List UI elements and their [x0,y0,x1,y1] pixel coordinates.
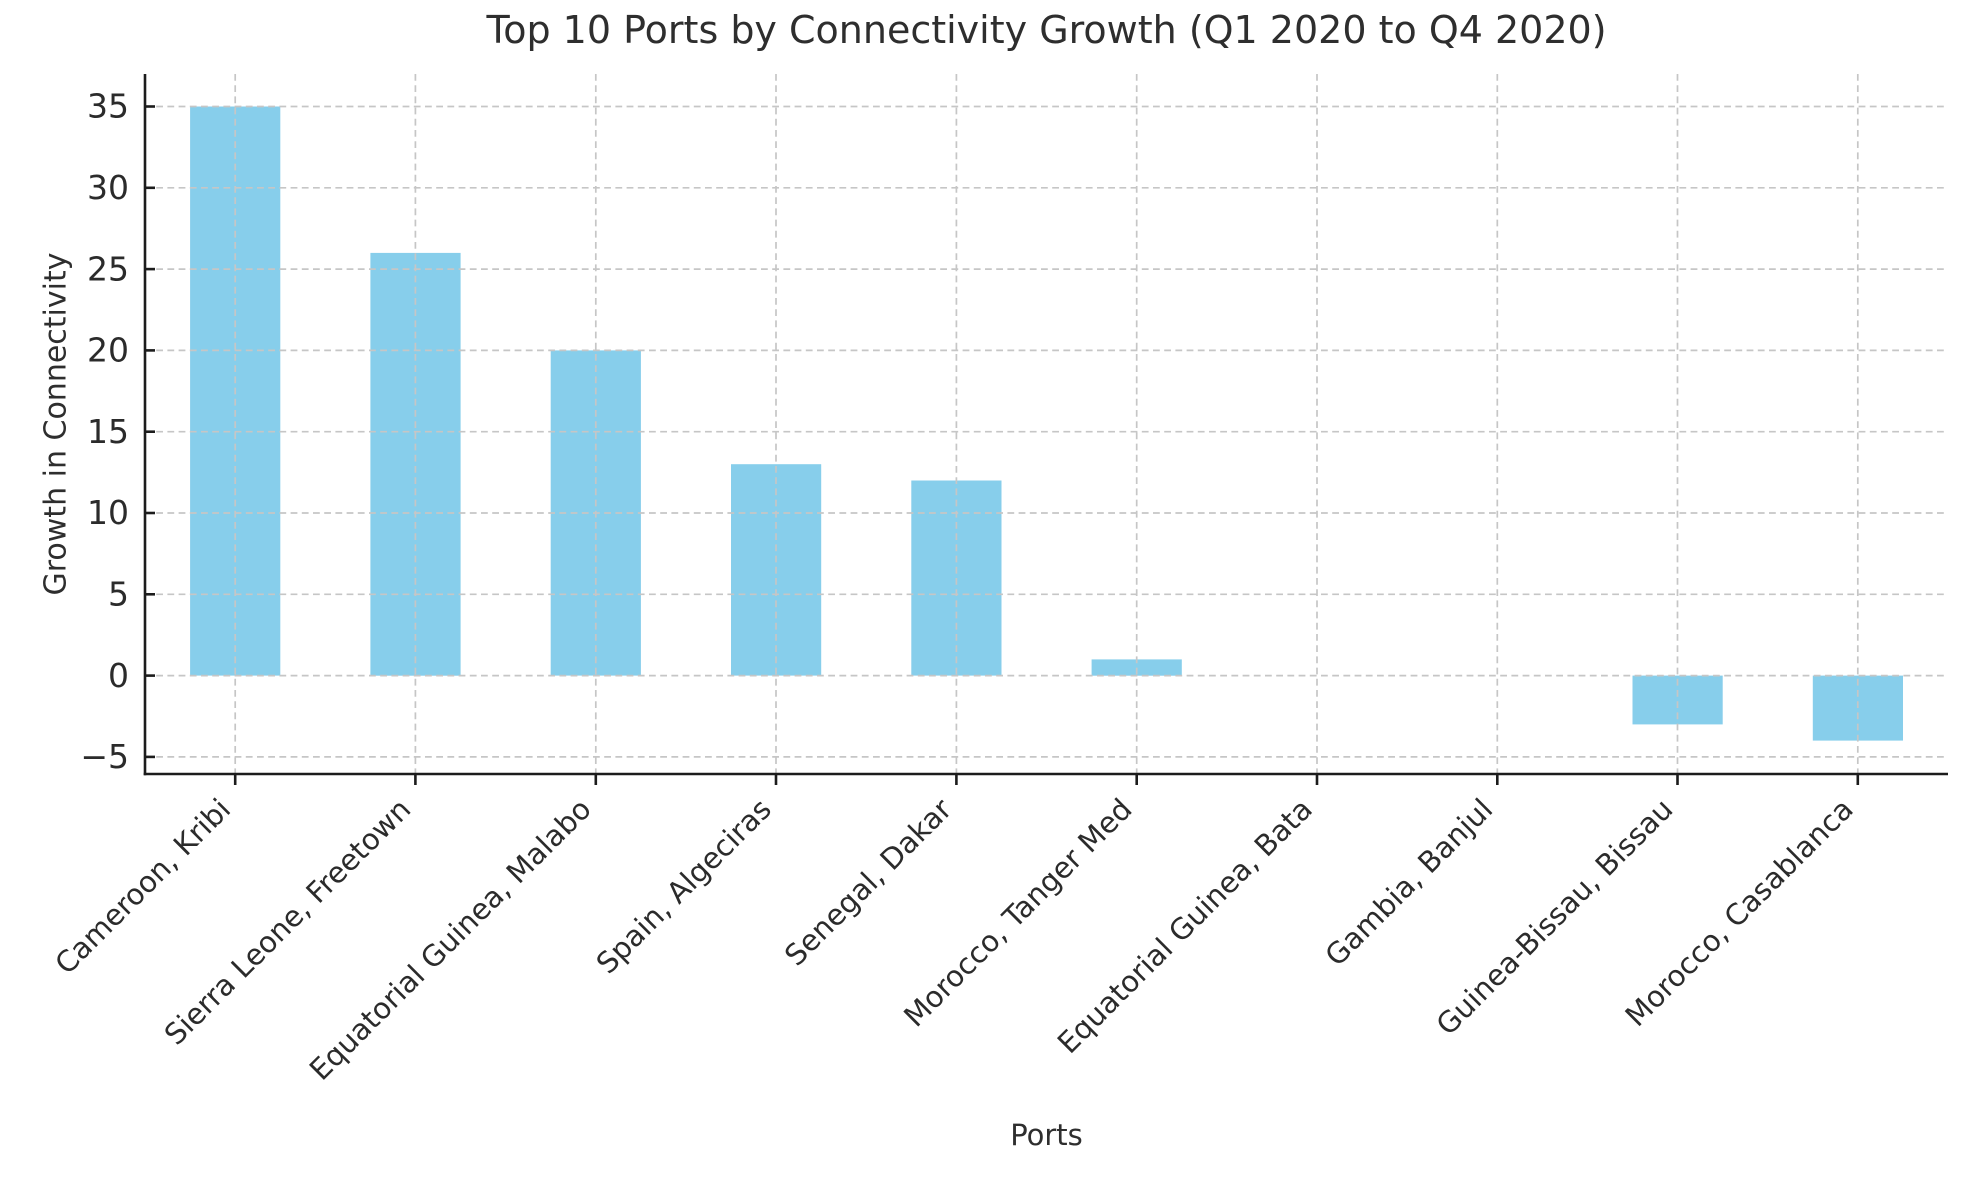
x-tick-label: Cameroon, Kribi [48,792,237,981]
y-tick-label: 15 [87,412,129,451]
x-tick-label: Senegal, Dakar [778,792,959,973]
x-tick-label: Gambia, Banjul [1318,792,1499,973]
y-tick-label: −5 [80,737,129,776]
y-tick-label: 5 [108,575,129,614]
chart-title: Top 10 Ports by Connectivity Growth (Q1 … [486,8,1607,52]
bar [1091,659,1182,676]
x-tick-label: Equatorial Guinea, Malabo [303,792,598,1087]
y-tick-label: 30 [87,168,129,207]
y-tick-label: 25 [87,249,129,288]
y-tick-label: 20 [87,331,129,370]
y-axis-label: Growth in Connectivity [38,252,74,596]
y-tick-label: 10 [87,493,129,532]
y-tick-label: 35 [87,87,129,126]
y-tick-label: 0 [108,656,129,695]
x-axis-label: Ports [1010,1118,1083,1152]
x-tick-label: Spain, Algeciras [590,792,778,980]
